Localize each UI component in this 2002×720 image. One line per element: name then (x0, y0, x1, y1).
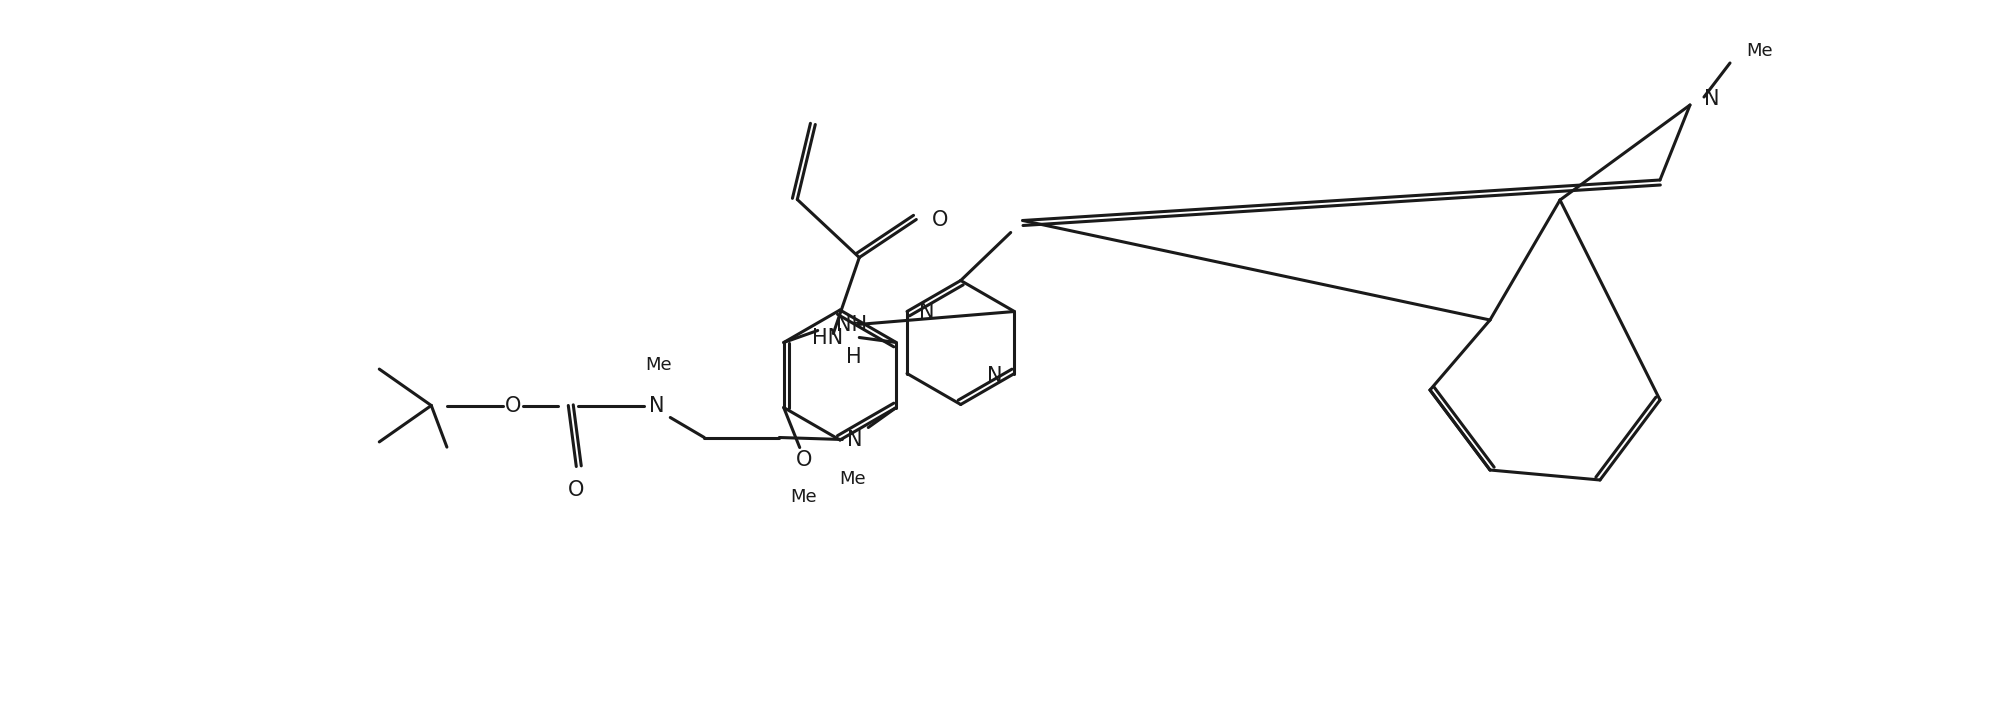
Text: O: O (933, 210, 949, 230)
Text: O: O (795, 449, 813, 469)
Text: Me: Me (791, 487, 817, 505)
Text: N: N (1704, 89, 1720, 109)
Text: N: N (649, 395, 665, 415)
Text: O: O (505, 395, 521, 415)
Text: Me: Me (839, 469, 865, 487)
Text: N: N (847, 430, 863, 449)
Text: N: N (919, 302, 935, 322)
Text: Me: Me (1746, 42, 1772, 60)
Text: O: O (569, 480, 585, 500)
Text: Me: Me (645, 356, 671, 374)
Text: NH: NH (835, 315, 867, 335)
Text: N: N (987, 366, 1003, 385)
Text: HN: HN (813, 328, 843, 348)
Text: H: H (847, 346, 861, 366)
